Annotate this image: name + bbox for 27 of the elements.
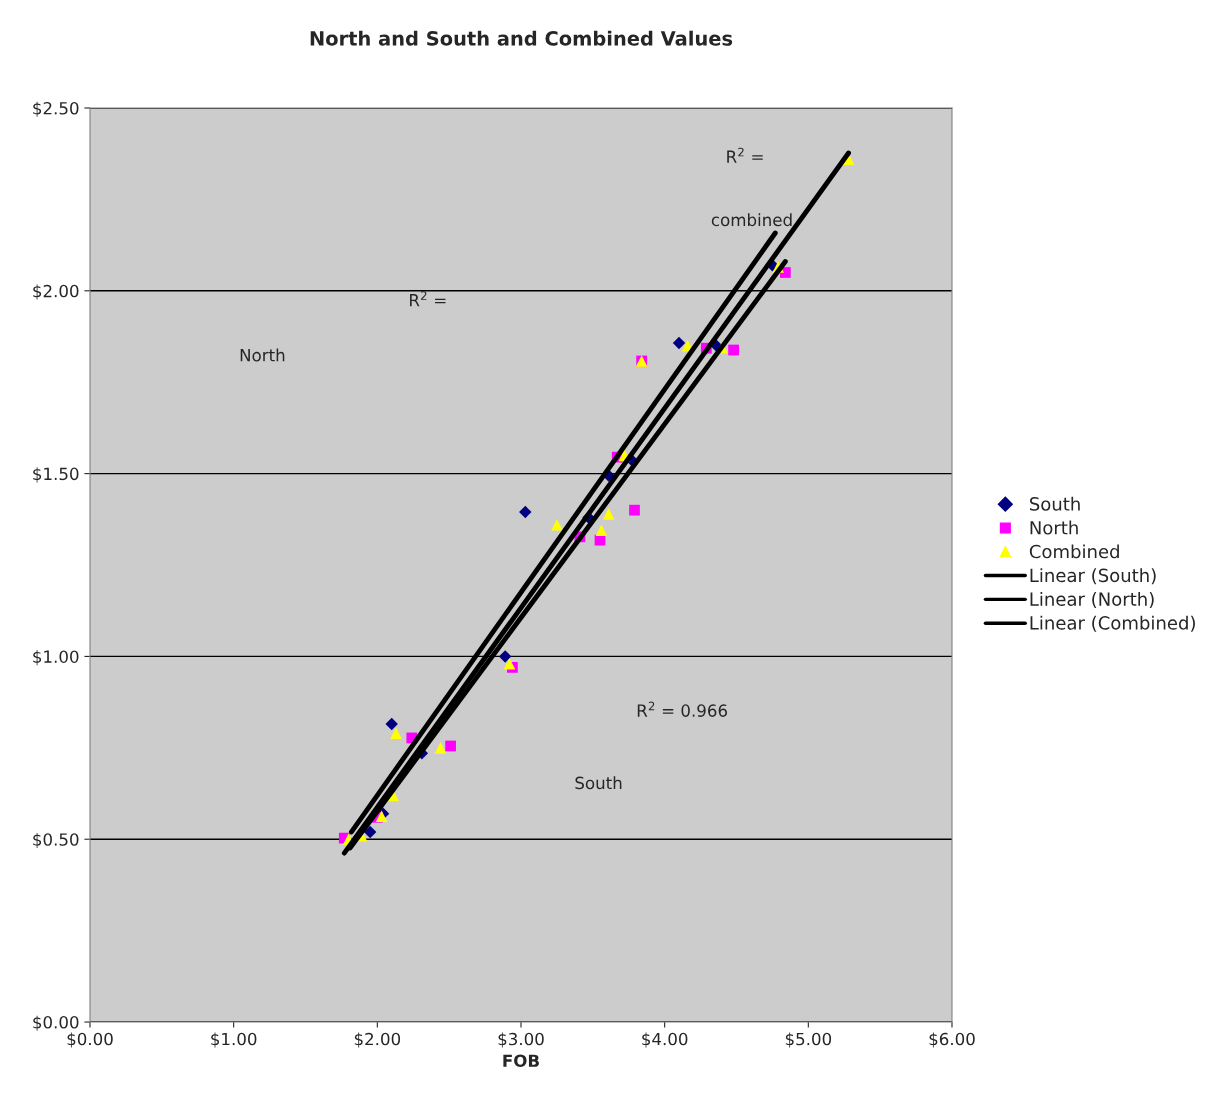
annotation: R$^{2}$ = 0.966 — [637, 701, 728, 717]
y-tick-label: $1.00 — [33, 650, 79, 666]
x-tick-label: $4.00 — [642, 1032, 688, 1048]
y-tick-label: $1.50 — [33, 467, 79, 483]
annotation: South — [575, 776, 622, 790]
x-tick-label: $3.00 — [498, 1032, 544, 1048]
chart-title: North and South and Combined Values — [310, 30, 733, 46]
x-tick-label: $1.00 — [211, 1032, 257, 1048]
legend-label: Combined — [1029, 544, 1119, 559]
legend-label: Linear (North) — [1030, 591, 1154, 609]
annotation: North — [240, 348, 285, 362]
legend-label: Linear (Combined) — [1030, 615, 1195, 632]
y-tick-label: $2.00 — [33, 284, 79, 300]
x-tick-label: $2.00 — [354, 1032, 401, 1048]
x-axis-title: FOB — [503, 1054, 539, 1068]
annotation: R$^{2}$ = — [410, 291, 446, 307]
y-tick-label: $0.50 — [33, 832, 79, 849]
x-tick-label: $6.00 — [929, 1032, 975, 1048]
legend-label: Linear (South) — [1030, 568, 1156, 585]
annotation: R$^{2}$ = — [727, 147, 763, 163]
annotation: combined — [711, 213, 792, 227]
legend-label: North — [1030, 520, 1078, 535]
y-tick-label: $0.00 — [33, 1015, 79, 1031]
x-tick-label: $0.00 — [67, 1032, 113, 1048]
x-tick-label: $5.00 — [785, 1032, 832, 1048]
legend-label: South — [1030, 496, 1080, 511]
y-tick-label: $2.50 — [33, 101, 79, 117]
